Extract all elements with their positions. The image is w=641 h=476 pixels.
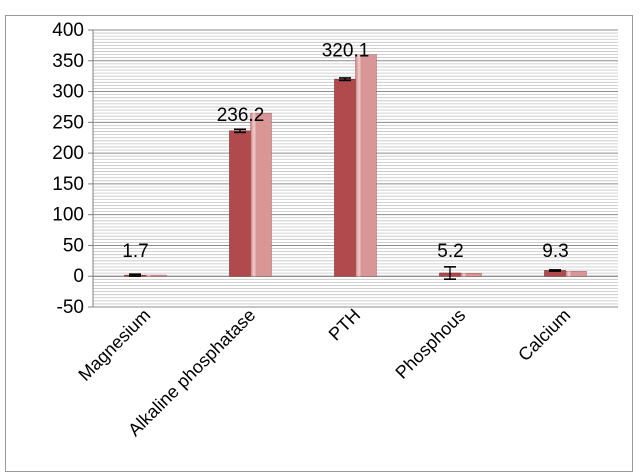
error-bar	[339, 77, 351, 82]
y-axis: 400 350 300 250 200 150 100 50 0 -50	[52, 20, 618, 318]
data-label: 9.3	[542, 241, 568, 262]
bars	[124, 54, 587, 280]
y-tick-label: 50	[63, 235, 84, 256]
category-label: PTH	[325, 305, 365, 345]
category-label: Magnesium	[74, 305, 154, 385]
bar-pth-series-1	[334, 78, 356, 277]
y-tick-label: 0	[73, 266, 84, 287]
y-tick-label: -50	[57, 297, 84, 318]
bar-alkaline-phosphatase-series-1	[229, 130, 251, 277]
data-label: 5.2	[437, 241, 463, 262]
bar-highlight	[252, 113, 256, 277]
bar-calcium-series-2	[565, 271, 587, 277]
y-tick-label: 350	[52, 51, 84, 72]
error-bar	[549, 269, 561, 272]
y-tick-label: 300	[52, 82, 84, 103]
y-tick-label: 250	[52, 112, 84, 133]
category-label: Calcium	[514, 305, 574, 365]
bar-pth-series-2	[355, 54, 377, 277]
y-tick-label: 200	[52, 143, 84, 164]
data-label: 236.2	[217, 105, 265, 126]
bar-alkaline-phosphatase-series-2	[250, 112, 272, 277]
category-label: Phosphous	[391, 305, 469, 383]
bar-phosphous-series-2	[460, 272, 482, 277]
bar-highlight	[357, 54, 361, 277]
bar-highlight	[147, 274, 151, 277]
error-bar	[234, 128, 246, 134]
data-label: 320.1	[322, 41, 370, 62]
y-tick-label: 150	[52, 174, 84, 195]
y-tick-label: 400	[52, 20, 84, 41]
bar-magnesium-series-2	[145, 274, 167, 277]
data-label: 1.7	[122, 241, 148, 262]
bar-highlight	[462, 273, 466, 277]
error-bar	[129, 273, 141, 277]
error-bar	[444, 266, 456, 280]
bar-highlight	[567, 271, 571, 277]
y-tick-label: 100	[52, 205, 84, 226]
